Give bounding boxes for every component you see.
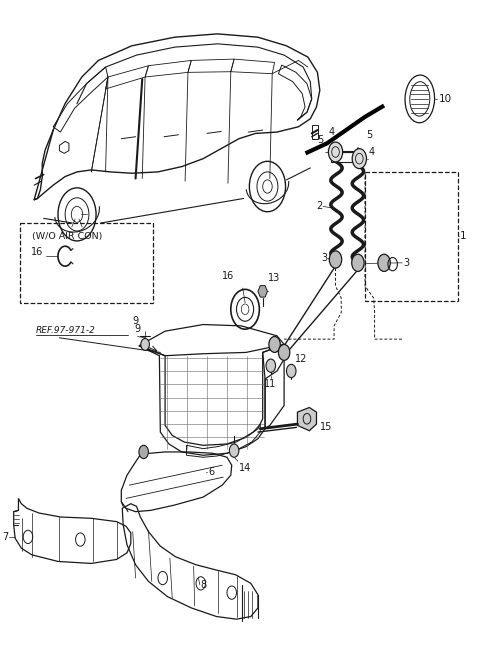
Text: 1: 1	[460, 231, 467, 241]
Bar	[312, 126, 318, 139]
Circle shape	[352, 149, 366, 169]
Polygon shape	[258, 285, 267, 297]
Circle shape	[352, 254, 364, 271]
Circle shape	[139, 446, 148, 459]
Text: 9: 9	[134, 324, 141, 334]
Text: 11: 11	[264, 379, 276, 389]
Circle shape	[141, 338, 149, 350]
Circle shape	[266, 359, 276, 372]
Bar	[365, 172, 458, 301]
Circle shape	[328, 142, 343, 162]
Text: 5: 5	[317, 135, 324, 145]
Circle shape	[229, 444, 239, 458]
Text: 3: 3	[321, 253, 327, 263]
Text: 4: 4	[369, 147, 375, 157]
Circle shape	[287, 364, 296, 378]
Text: 5: 5	[366, 130, 373, 140]
Text: 15: 15	[320, 422, 333, 432]
Ellipse shape	[410, 82, 430, 116]
Text: 9: 9	[132, 316, 139, 326]
Text: REF.97-971-2: REF.97-971-2	[36, 326, 96, 335]
Text: 14: 14	[239, 463, 251, 473]
Text: 16: 16	[31, 247, 43, 257]
Text: 16: 16	[222, 271, 235, 281]
Text: 2: 2	[316, 201, 322, 211]
Ellipse shape	[405, 75, 434, 123]
Bar	[20, 223, 153, 303]
Text: 13: 13	[268, 273, 281, 283]
Circle shape	[329, 251, 342, 268]
Bar	[331, 152, 364, 162]
Circle shape	[269, 336, 280, 352]
Text: 12: 12	[295, 354, 307, 364]
Circle shape	[378, 254, 390, 271]
Text: 3: 3	[403, 258, 409, 268]
Text: 4: 4	[329, 128, 335, 138]
Text: 6: 6	[208, 467, 214, 477]
Text: 10: 10	[439, 94, 452, 104]
Text: 8: 8	[201, 580, 207, 590]
Text: 7: 7	[2, 532, 8, 542]
Circle shape	[278, 344, 290, 360]
Polygon shape	[298, 408, 316, 431]
Text: (W/O AIR CON): (W/O AIR CON)	[32, 231, 102, 241]
